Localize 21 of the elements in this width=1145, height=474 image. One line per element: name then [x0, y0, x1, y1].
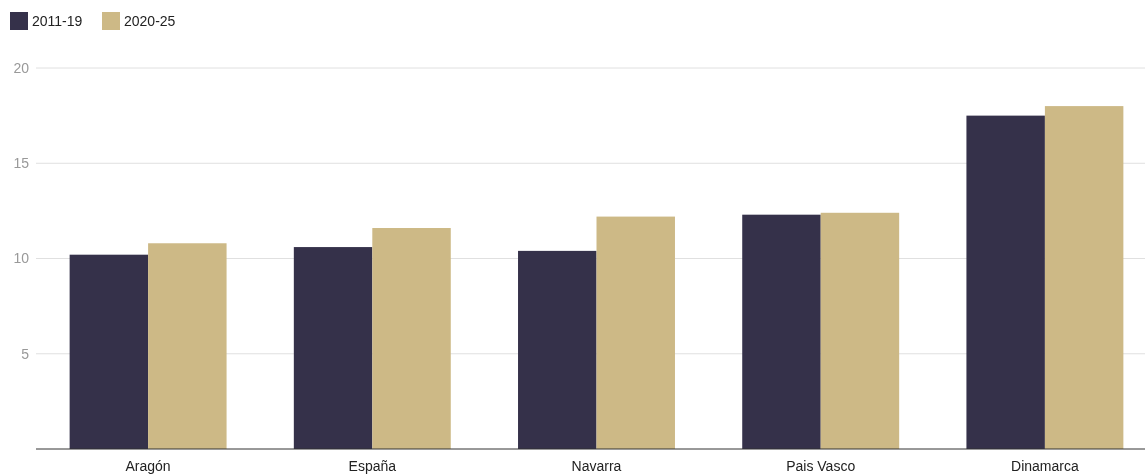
bar: [148, 243, 227, 449]
x-tick-label: Dinamarca: [1011, 458, 1079, 474]
x-tick-label: Pais Vasco: [786, 458, 856, 474]
bar: [518, 250, 597, 449]
bar: [966, 115, 1045, 449]
x-tick-label: Navarra: [571, 458, 622, 474]
legend-label: 2020-25: [124, 12, 176, 29]
bar: [69, 254, 149, 449]
bar: [742, 214, 821, 449]
legend-label: 2011-19: [32, 12, 83, 29]
y-tick-label: 5: [21, 345, 30, 362]
y-tick-label: 10: [13, 250, 30, 267]
bar: [596, 216, 675, 449]
bar: [372, 228, 451, 449]
bar: [1044, 106, 1124, 449]
bar: [293, 247, 373, 449]
bar: [820, 212, 900, 449]
x-tick-label: España: [348, 458, 397, 474]
y-tick-label: 20: [13, 59, 30, 76]
y-tick-label: 15: [13, 155, 30, 172]
x-tick-label: Aragón: [125, 458, 171, 474]
